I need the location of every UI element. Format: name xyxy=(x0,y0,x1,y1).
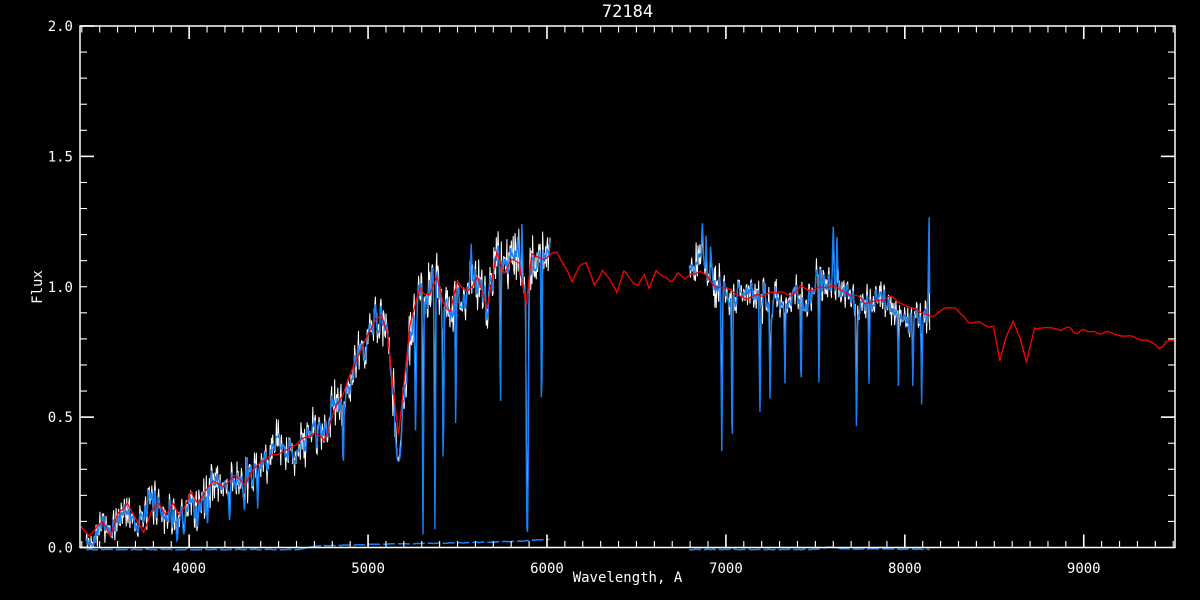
smoothed-spectrum-series xyxy=(85,224,551,548)
y-axis-label: Flux xyxy=(30,270,46,304)
x-tick-label: 6000 xyxy=(530,561,564,577)
x-tick-label: 8000 xyxy=(888,561,922,577)
y-tick-label: 2.0 xyxy=(48,19,73,35)
y-tick-label: 1.0 xyxy=(48,280,73,296)
x-tick-label: 5000 xyxy=(351,561,385,577)
x-tick-label: 7000 xyxy=(709,561,743,577)
y-tick-label: 1.5 xyxy=(48,149,73,165)
smoothed-spectrum-series xyxy=(688,217,931,452)
y-tick-label: 0.0 xyxy=(48,541,73,557)
template-fit-series xyxy=(80,250,1175,538)
page-title: 72184 xyxy=(601,2,654,22)
x-axis-label: Wavelength, A xyxy=(572,570,683,586)
plot-frame xyxy=(79,25,1176,549)
error-spectrum-series xyxy=(689,546,930,551)
raw-spectrum-series xyxy=(688,220,931,452)
x-tick-label: 4000 xyxy=(172,561,206,577)
x-tick-label: 9000 xyxy=(1067,561,1101,577)
error-spectrum-series xyxy=(86,538,550,551)
y-tick-label: 0.5 xyxy=(48,410,73,426)
